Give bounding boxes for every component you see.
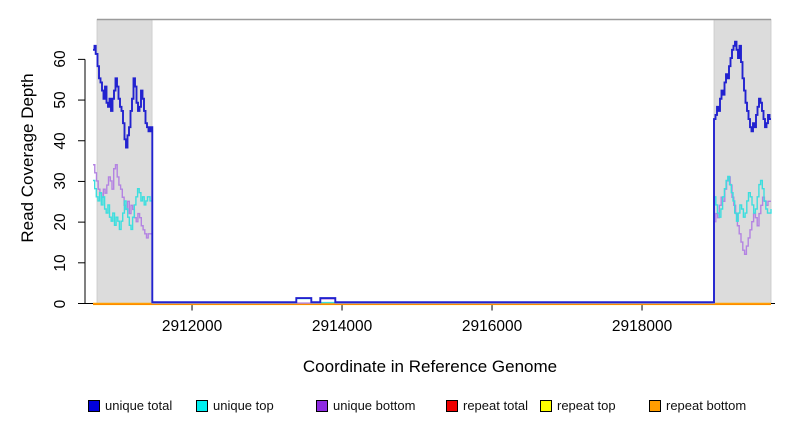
legend-swatch-repeat-bottom [649,400,661,412]
y-tick-label: 60 [52,50,69,68]
legend-label: repeat top [557,398,616,413]
legend-swatch-unique-total [88,400,100,412]
legend-swatch-unique-top [196,400,208,412]
legend-swatch-repeat-top [540,400,552,412]
legend-label: repeat bottom [666,398,747,413]
y-axis-title: Read Coverage Depth [18,73,37,243]
series-unique-top [93,175,772,304]
series-unique-total [93,40,771,304]
x-tick-label: 2918000 [611,318,673,335]
legend-label: unique bottom [333,398,416,413]
x-axis-title: Coordinate in Reference Genome [302,357,558,376]
x-tick-label: 2916000 [461,318,523,335]
x-tick-label: 2912000 [161,318,223,335]
repeat-region-left [96,19,153,304]
series-unique-bottom [93,164,771,304]
legend-swatch-unique-bottom [316,400,328,412]
legend-label: repeat total [463,398,529,413]
legend-label: unique top [213,398,274,413]
x-tick-label: 2914000 [311,318,373,335]
legend-label: unique total [105,398,173,413]
legend-swatch-repeat-total [446,400,458,412]
